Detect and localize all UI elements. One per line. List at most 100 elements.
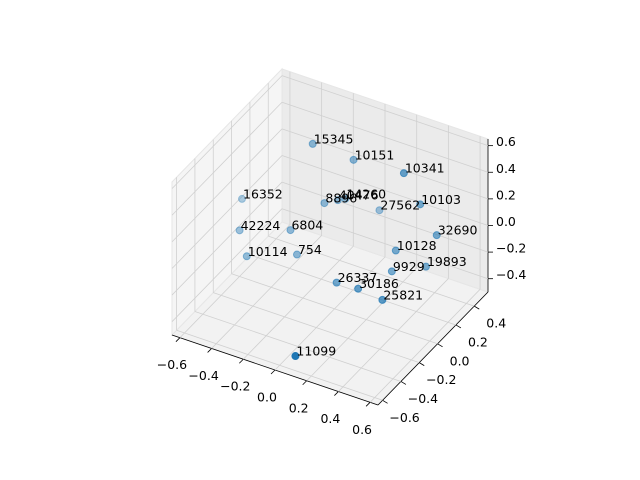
point-label: 14260 xyxy=(346,186,386,201)
grid-line xyxy=(171,101,283,216)
grid-line xyxy=(281,75,489,147)
point-label: 27562 xyxy=(380,198,420,213)
grid-line xyxy=(338,278,449,392)
z-tick-label: −0.2 xyxy=(496,241,526,256)
point xyxy=(349,155,358,164)
tick-mark xyxy=(175,337,181,342)
point-label: 16352 xyxy=(243,186,283,201)
x-tick-label: 0.2 xyxy=(289,400,309,415)
point xyxy=(235,226,244,235)
tick-mark xyxy=(302,380,307,386)
point xyxy=(375,206,384,215)
y-tick-label: −0.6 xyxy=(389,410,419,425)
point-label: 10341 xyxy=(405,161,445,176)
point xyxy=(242,252,251,261)
tick-mark xyxy=(400,381,407,385)
point xyxy=(416,200,425,209)
point-label: 9929 xyxy=(393,259,425,274)
grid-line xyxy=(231,273,438,345)
tick-mark xyxy=(239,358,244,364)
point-label: 10114 xyxy=(248,244,288,259)
point-label: 8896 xyxy=(325,191,357,206)
grid-line xyxy=(281,208,489,280)
grid-line xyxy=(268,235,475,307)
grid-line xyxy=(274,256,386,371)
grid-line xyxy=(171,208,283,322)
point xyxy=(291,352,300,361)
point-label: 15345 xyxy=(314,131,354,146)
grid-line xyxy=(194,311,402,382)
x-tick-label: −0.2 xyxy=(220,379,250,394)
grid-line xyxy=(171,75,283,189)
grid-line xyxy=(171,181,283,296)
point xyxy=(286,226,295,235)
point xyxy=(432,231,441,240)
point-label: 10151 xyxy=(355,147,395,162)
y-tick-label: 0.4 xyxy=(486,316,506,331)
y-tick-label: −0.4 xyxy=(408,391,438,406)
y-tick-label: 0.0 xyxy=(450,353,470,368)
tick-mark xyxy=(474,305,480,310)
point-label: 26337 xyxy=(338,270,378,285)
grid-line xyxy=(281,181,489,253)
point xyxy=(391,246,400,255)
x-tick-label: 0.6 xyxy=(352,422,372,437)
tick-mark xyxy=(455,324,462,329)
grid-line xyxy=(281,128,489,200)
point-label: 42224 xyxy=(241,218,281,233)
z-tick-label: 0.0 xyxy=(496,214,516,229)
tick-mark xyxy=(382,399,388,404)
point-label: 32690 xyxy=(438,223,478,238)
point xyxy=(238,194,247,203)
point-label: 25821 xyxy=(383,287,423,302)
tick-mark xyxy=(365,402,371,407)
point-label: 10128 xyxy=(397,238,437,253)
tick-mark xyxy=(270,369,276,375)
y-tick-label: −0.2 xyxy=(426,372,456,387)
grid-line xyxy=(243,245,354,360)
point-label: 30186 xyxy=(359,276,399,291)
point xyxy=(320,199,329,208)
grid-line xyxy=(281,155,489,226)
point xyxy=(387,267,396,276)
z-tick-label: 0.2 xyxy=(496,187,516,202)
grid-line xyxy=(306,267,417,382)
z-tick-label: −0.4 xyxy=(496,267,526,282)
point-label: 10103 xyxy=(421,192,461,207)
point-label: 11099 xyxy=(296,344,336,359)
tick-mark xyxy=(207,348,212,353)
point-label: 19893 xyxy=(427,254,467,269)
point xyxy=(332,278,341,287)
point xyxy=(333,196,342,205)
point xyxy=(378,295,387,304)
grid-line xyxy=(281,101,489,173)
point-label: 6804 xyxy=(291,218,323,233)
grid-line xyxy=(369,289,481,403)
x-tick-label: −0.4 xyxy=(188,368,218,383)
grid-line xyxy=(171,128,283,243)
point xyxy=(292,250,301,259)
tick-mark xyxy=(419,362,425,366)
point-label: 40476 xyxy=(339,188,379,203)
x-tick-label: −0.6 xyxy=(157,357,187,372)
point xyxy=(354,284,363,293)
point xyxy=(341,194,350,203)
tick-mark xyxy=(437,343,443,348)
z-tick-label: 0.6 xyxy=(496,134,516,149)
y-tick-label: 0.2 xyxy=(468,334,488,349)
x-tick-label: 0.4 xyxy=(320,411,340,426)
grid-line xyxy=(176,329,383,401)
y-axis-line xyxy=(377,291,489,406)
grid-line xyxy=(249,254,457,326)
x-tick-label: 0.0 xyxy=(257,390,277,405)
grid-line xyxy=(171,155,283,269)
grid-line xyxy=(211,235,322,349)
point xyxy=(308,139,317,148)
point-label: 754 xyxy=(298,242,322,257)
point xyxy=(399,169,408,178)
z-tick-label: 0.4 xyxy=(496,161,516,176)
grid-line xyxy=(213,292,420,364)
point xyxy=(421,262,430,271)
